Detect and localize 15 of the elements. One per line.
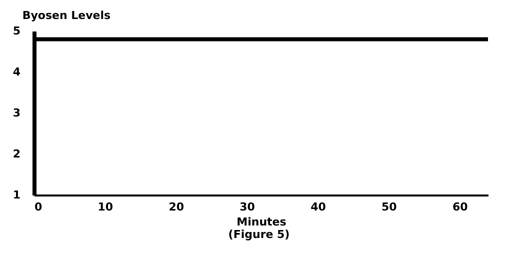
x-tick-label: 30 bbox=[240, 200, 256, 214]
y-tick-label: 5 bbox=[12, 24, 20, 38]
x-axis-title: Minutes bbox=[236, 216, 287, 228]
y-tick-label: 3 bbox=[12, 106, 20, 120]
y-tick-label: 2 bbox=[12, 148, 20, 160]
y-tick-label: 1 bbox=[12, 188, 20, 202]
x-tick-label: 50 bbox=[382, 200, 398, 214]
y-tick-label: 4 bbox=[12, 66, 21, 78]
chart-title: Byosen Levels bbox=[22, 9, 111, 22]
x-tick-label: 40 bbox=[310, 200, 326, 214]
text: (Figure 5) bbox=[228, 228, 290, 241]
x-tick-label: 10 bbox=[98, 200, 114, 214]
x-tick-label: 0 bbox=[34, 200, 42, 214]
x-tick-label: 20 bbox=[168, 200, 184, 214]
x-tick-label: 60 bbox=[452, 200, 468, 214]
